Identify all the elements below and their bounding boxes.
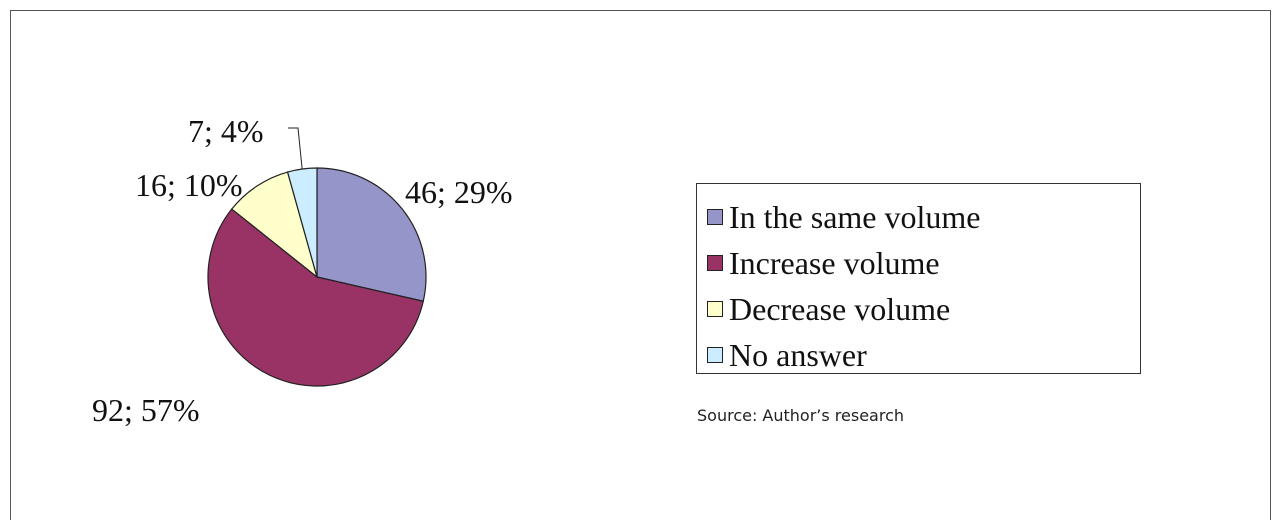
legend-swatch-no-answer <box>707 347 723 363</box>
legend-swatch-decrease-volume <box>707 301 723 317</box>
data-label-decrease-volume: 16; 10% <box>135 167 243 203</box>
source-note: Source: Author’s research <box>697 406 905 425</box>
legend-swatch-same-volume <box>707 209 723 225</box>
legend-item-no-answer: No answer <box>707 332 1140 378</box>
legend-label-no-answer: No answer <box>729 336 867 373</box>
data-label-same-volume: 46; 29% <box>405 174 513 210</box>
legend-item-decrease-volume: Decrease volume <box>707 286 1140 332</box>
pie-slice-same-volume <box>316 167 427 302</box>
legend-label-decrease-volume: Decrease volume <box>729 290 951 327</box>
legend: In the same volume Increase volume Decre… <box>696 183 1141 374</box>
legend-item-increase-volume: Increase volume <box>707 240 1140 286</box>
legend-item-same-volume: In the same volume <box>707 194 1140 240</box>
data-label-increase-volume: 92; 57% <box>92 392 200 428</box>
pie-slice-increase-volume <box>207 208 424 387</box>
leader-line-no-answer <box>288 127 303 170</box>
legend-swatch-increase-volume <box>707 255 723 271</box>
legend-label-increase-volume: Increase volume <box>729 244 940 281</box>
data-label-no-answer: 7; 4% <box>188 113 264 149</box>
legend-label-same-volume: In the same volume <box>729 198 981 235</box>
